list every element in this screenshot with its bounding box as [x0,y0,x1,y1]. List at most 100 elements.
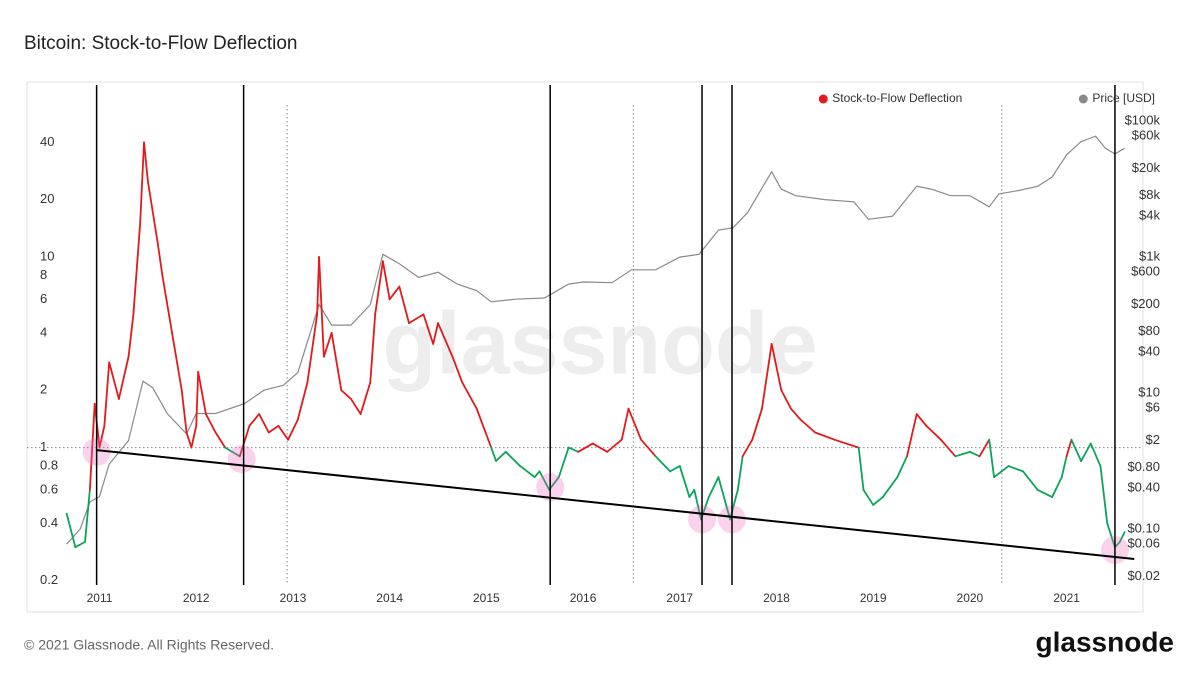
deflection-segment [388,285,401,301]
deflection-segment [490,446,497,462]
deflection-segment [88,402,96,491]
deflection-segment [143,141,149,183]
x-tick-label: 2013 [280,591,307,605]
y2-tick-label: $200 [1131,296,1160,311]
x-tick-label: 2019 [860,591,887,605]
deflection-segment [988,438,995,478]
y2-tick-label: $0.02 [1127,568,1160,583]
deflection-segment [205,413,217,434]
deflection-segment [761,343,773,410]
deflection-segment [939,438,957,458]
y-tick-label: 0.8 [40,457,58,472]
deflection-segment [432,322,439,345]
deflection-segment [381,260,391,301]
deflection-segment [161,274,173,334]
deflection-segment [108,361,120,400]
deflection-segment [117,355,130,400]
y2-tick-label: $0.80 [1127,459,1160,474]
legend-swatch [818,94,828,104]
deflection-segment [475,407,493,449]
deflection-segment [620,407,630,441]
y2-tick-label: $0.10 [1127,520,1160,535]
deflection-segment [678,465,691,498]
deflection-segment [224,446,241,458]
y2-tick-label: $600 [1131,264,1160,279]
deflection-segment [833,438,860,449]
x-tick-label: 2020 [957,591,984,605]
deflection-segment [567,446,580,453]
deflection-segment [422,313,435,345]
deflection-segment [185,431,193,449]
deflection-segment [495,450,507,462]
deflection-segment [504,450,522,467]
deflection-segment [180,389,188,434]
deflection-segment [330,331,343,392]
deflection-segment [98,424,106,449]
deflection-segment [872,496,884,506]
deflection-segment [1106,522,1116,549]
plot-frame [26,81,1144,613]
deflection-segment [139,141,145,225]
y-tick-label: 40 [40,134,54,149]
deflection-segment [770,343,783,392]
deflection-segment [814,431,836,441]
deflection-segment [171,331,183,392]
deflection-segment [1080,442,1092,462]
deflection-segment [127,313,135,358]
deflection-segment [322,331,333,358]
y-tick-label: 2 [40,382,47,397]
deflection-segment [74,540,86,549]
deflection-segment [1051,476,1063,498]
deflection-segment [896,455,908,478]
deflection-segment [881,476,899,498]
chart-title: Bitcoin: Stock-to-Flow Deflection [24,33,298,54]
deflection-segment [296,381,309,421]
deflection-segment [741,438,754,458]
deflection-segment [640,438,657,458]
deflection-segment [751,407,763,441]
deflection-segment [790,407,802,421]
x-tick-label: 2014 [376,591,403,605]
deflection-segment [1089,442,1102,467]
y-tick-label: 8 [40,267,47,282]
deflection-segment [736,455,744,491]
deflection-segment [669,465,681,473]
x-tick-label: 2012 [183,591,210,605]
deflection-segment [1022,470,1039,491]
deflection-segment [978,438,991,458]
deflection-segment [374,260,384,316]
deflection-segment [688,488,696,498]
y-tick-label: 4 [40,324,47,339]
deflection-segment [915,413,928,427]
y2-tick-label: $0.06 [1127,536,1160,551]
deflection-segment [591,442,609,453]
deflection-segment [103,361,111,427]
deflection-segment [461,381,478,410]
deflection-segment [197,370,207,415]
deflection-segment [533,470,541,478]
y-tick-label: 10 [40,248,54,263]
deflection-segment [146,180,159,243]
deflection-segment [1007,465,1024,473]
deflection-segment [408,313,425,325]
y2-tick-label: $100k [1125,113,1161,128]
y2-tick-label: $1k [1139,249,1160,264]
deflection-segment [993,465,1010,478]
deflection-segment [65,512,77,549]
watermark: glassnode [382,293,817,392]
deflection-segment [84,488,91,543]
deflection-segment [1060,455,1068,478]
footer: © 2021 Glassnode. All Rights Reserved. [24,637,274,653]
y-tick-label: 20 [40,191,54,206]
deflection-segment [398,285,410,325]
deflection-segment [156,241,164,277]
x-tick-label: 2017 [666,591,693,605]
deflection-segment [707,476,720,498]
y2-tick-label: $6 [1146,400,1160,415]
deflection-segment [359,381,372,415]
y2-tick-label: $10 [1138,384,1160,399]
deflection-segment [306,313,319,384]
deflection-segment [369,313,377,384]
deflection-segment [654,455,672,473]
